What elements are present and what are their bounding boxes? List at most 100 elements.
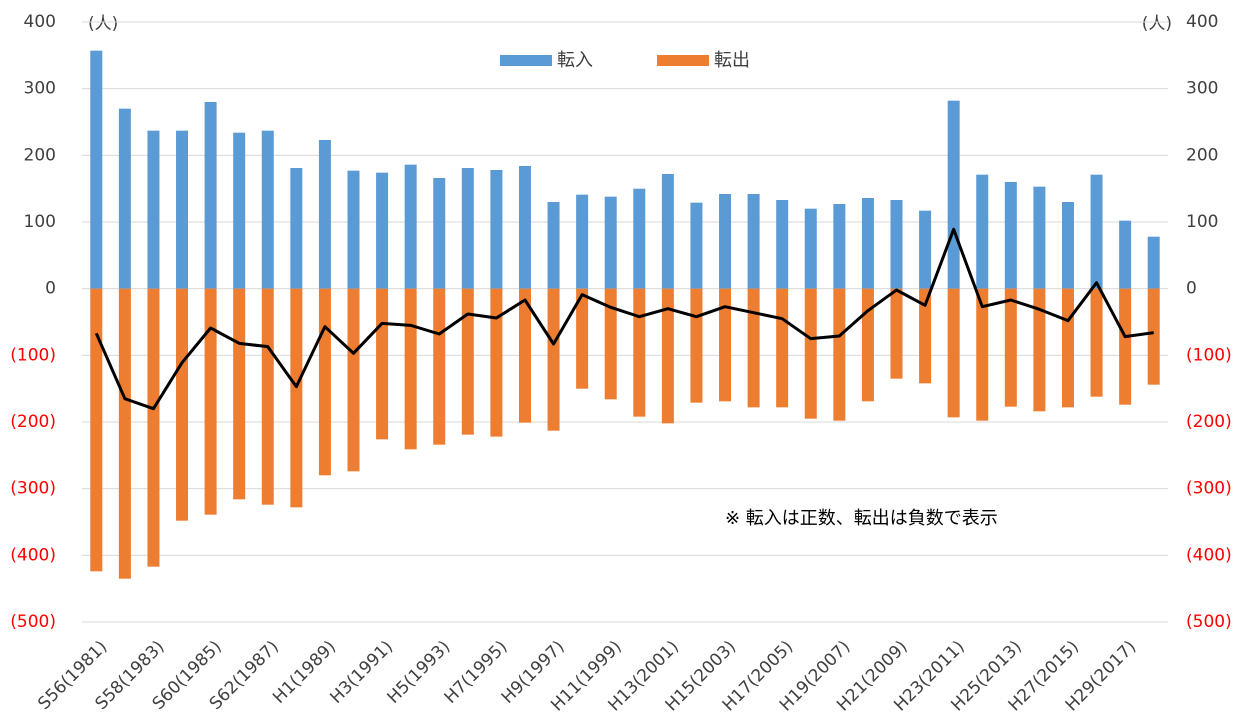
bar <box>1033 186 1046 289</box>
bar <box>318 288 331 476</box>
bar <box>547 202 560 289</box>
bar <box>1090 174 1103 289</box>
bar <box>604 288 617 400</box>
bar <box>347 170 360 289</box>
legend-label: 転入 <box>557 50 593 71</box>
y-tick-label: (500) <box>10 612 56 632</box>
bar <box>633 188 646 289</box>
unit-label-left: (人) <box>88 14 118 34</box>
bar <box>147 130 160 289</box>
bar <box>404 164 417 289</box>
bar <box>404 288 417 450</box>
bar <box>1147 236 1160 289</box>
bar <box>890 200 903 289</box>
y2-tick-label: (500) <box>1186 612 1232 632</box>
bar <box>290 288 303 508</box>
bar <box>1147 288 1160 385</box>
bar <box>176 130 189 289</box>
bar <box>604 196 617 289</box>
bar <box>804 208 817 289</box>
bar <box>433 288 446 445</box>
bar <box>90 50 103 289</box>
bar <box>118 288 131 579</box>
bar <box>747 288 760 408</box>
y2-tick-label: (200) <box>1186 412 1232 432</box>
bar <box>776 200 789 289</box>
bar <box>633 288 646 417</box>
bar <box>204 288 217 515</box>
annotation: ※ 転入は正数、転出は負数で表示 <box>725 508 998 529</box>
bar <box>490 170 503 289</box>
y-tick-label: (200) <box>10 412 56 432</box>
y-tick-label: 300 <box>24 79 56 99</box>
bar <box>861 288 874 402</box>
bar <box>1061 202 1074 289</box>
bar <box>576 288 589 389</box>
legend-swatch <box>500 55 552 66</box>
bar <box>1061 288 1074 408</box>
y-tick-label: (100) <box>10 345 56 365</box>
bar <box>147 288 160 567</box>
y-tick-label: 0 <box>45 279 56 299</box>
bar <box>804 288 817 419</box>
y2-tick-label: (100) <box>1186 345 1232 365</box>
y2-tick-label: 300 <box>1186 79 1218 99</box>
bar <box>747 194 760 289</box>
bar <box>290 168 303 289</box>
bar <box>318 140 331 289</box>
bar <box>976 288 989 421</box>
legend-label: 転出 <box>714 50 750 71</box>
bar <box>947 288 960 418</box>
bar <box>90 288 103 572</box>
bar <box>1004 288 1017 407</box>
y-tick-label: 200 <box>24 145 56 165</box>
bar <box>118 108 131 289</box>
y2-tick-label: (400) <box>1186 545 1232 565</box>
bar <box>461 168 474 289</box>
bar <box>890 288 903 379</box>
y2-tick-label: 0 <box>1186 279 1197 299</box>
bar <box>919 288 932 384</box>
bar <box>833 204 846 289</box>
bar <box>261 130 274 289</box>
bar <box>1090 288 1103 397</box>
bar <box>1119 220 1132 289</box>
bar <box>376 288 389 440</box>
y2-tick-label: 200 <box>1186 145 1218 165</box>
bar <box>719 194 732 289</box>
y2-tick-label: 100 <box>1186 212 1218 232</box>
bar <box>376 172 389 289</box>
bar <box>233 288 246 500</box>
bar <box>661 174 674 289</box>
bar <box>690 288 703 403</box>
bar <box>176 288 189 521</box>
bar <box>576 194 589 289</box>
bar <box>204 102 217 289</box>
bar <box>518 288 531 423</box>
bar <box>1004 182 1017 289</box>
y-tick-label: (300) <box>10 479 56 499</box>
bar <box>547 288 560 431</box>
net-line <box>94 227 1154 411</box>
bar <box>861 198 874 289</box>
bar <box>433 178 446 289</box>
bar <box>661 288 674 424</box>
bar <box>919 210 932 289</box>
bar <box>947 100 960 289</box>
bar <box>776 288 789 408</box>
bar <box>233 132 246 289</box>
y2-tick-label: 400 <box>1186 12 1218 32</box>
legend-swatch <box>657 55 709 66</box>
bar <box>461 288 474 435</box>
y-tick-label: (400) <box>10 545 56 565</box>
y2-tick-label: (300) <box>1186 479 1232 499</box>
bar <box>1033 288 1046 412</box>
bar <box>976 174 989 289</box>
unit-label-right: (人) <box>1142 14 1172 34</box>
y-tick-label: 400 <box>24 12 56 32</box>
bar <box>518 166 531 289</box>
bar <box>490 288 503 437</box>
bar <box>1119 288 1132 405</box>
bar <box>833 288 846 421</box>
